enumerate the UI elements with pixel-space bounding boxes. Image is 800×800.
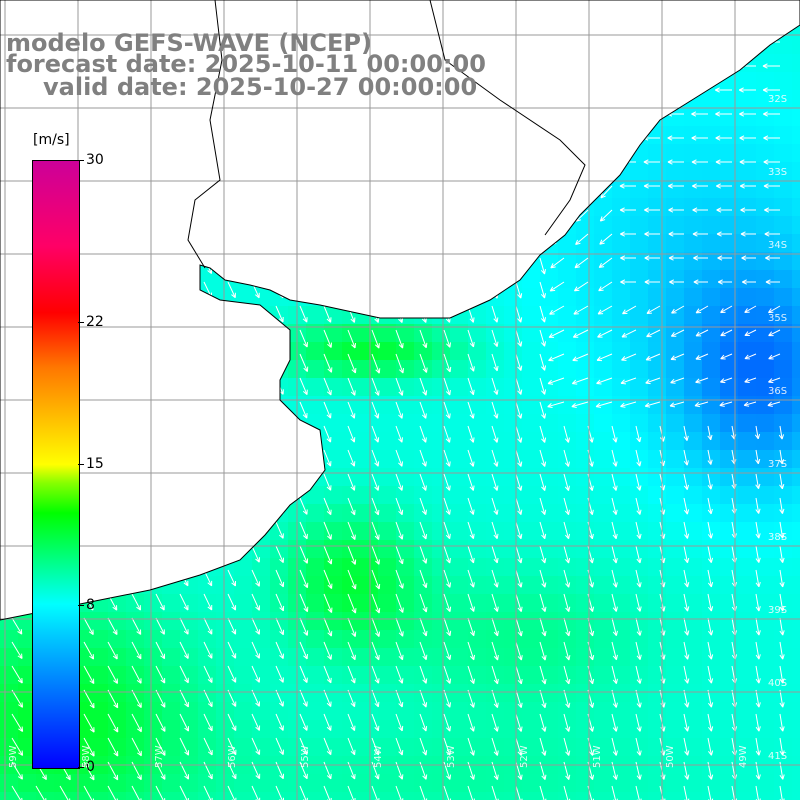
lat-label: 39S xyxy=(768,605,788,616)
coastline xyxy=(0,0,800,621)
lon-label: 50W xyxy=(665,745,676,768)
lon-label: 52W xyxy=(519,745,530,768)
lon-label: 53W xyxy=(446,745,457,768)
lon-label: 55W xyxy=(300,745,311,768)
colorbar-tick xyxy=(78,321,84,323)
lon-label: 57W xyxy=(154,745,165,768)
border-lines xyxy=(187,0,586,269)
lat-label: 36S xyxy=(768,386,788,397)
lat-label: 34S xyxy=(768,240,788,251)
lat-label: 41S xyxy=(768,751,788,762)
lon-label: 56W xyxy=(227,745,238,768)
colorbar-tick-label: 8 xyxy=(86,597,95,614)
forecast-date: forecast date: 2025-10-11 00:00:00 xyxy=(6,50,486,78)
colorbar-tick-label: 22 xyxy=(86,313,104,330)
colorbar-tick-label: 30 xyxy=(86,152,104,168)
colorbar-tick xyxy=(78,767,84,768)
lat-label: 33S xyxy=(768,167,788,178)
colorbar-tick xyxy=(78,160,84,161)
lon-label: 58W xyxy=(81,745,92,768)
lat-label: 38S xyxy=(768,532,788,543)
model-title: modelo GEFS-WAVE (NCEP) xyxy=(6,29,372,57)
lon-label: 49W xyxy=(738,745,749,768)
lon-label: 51W xyxy=(592,745,603,768)
colorbar-tick-label: 0 xyxy=(86,759,95,775)
lat-label: 37S xyxy=(768,459,788,470)
colorbar-tick xyxy=(78,605,84,607)
lat-label: 40S xyxy=(768,678,788,689)
colorbar-tick-label: 15 xyxy=(86,455,104,472)
colorbar xyxy=(32,160,80,769)
lon-label: 59W xyxy=(8,745,19,768)
lat-label: 32S xyxy=(768,94,788,105)
colorbar-tick xyxy=(78,463,84,465)
valid-date: valid date: 2025-10-27 00:00:00 xyxy=(43,73,478,101)
lat-label: 35S xyxy=(768,313,788,324)
colorbar-units: [m/s] xyxy=(33,132,70,148)
lon-label: 54W xyxy=(373,745,384,768)
